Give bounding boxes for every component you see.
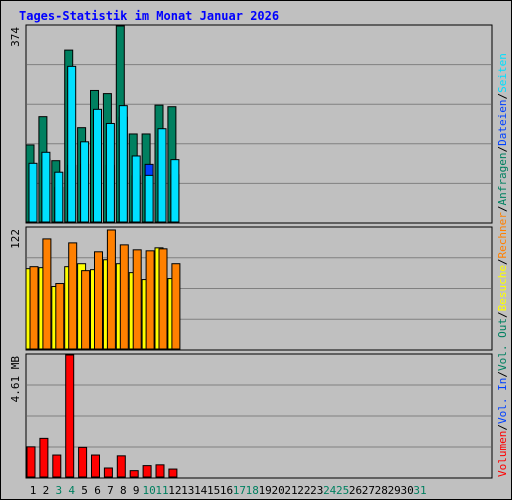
legend-seiten: Seiten (496, 53, 509, 93)
bar-rechner-day-11 (158, 248, 168, 350)
bar-seiten-day-8 (118, 105, 128, 223)
legend-separator: / (496, 371, 509, 378)
bar-volumen-day-4 (65, 354, 75, 478)
chart-title: Tages-Statistik im Monat Januar 2026 (19, 9, 279, 23)
x-label-day-13: 13 (181, 484, 194, 497)
right-legend: Volumen/Vol. In/Vol. Out/Besuche/Rechner… (496, 53, 509, 477)
legend-anfragen: Anfragen (496, 152, 509, 205)
x-label-day-19: 19 (259, 484, 272, 497)
bar-volumen-day-1 (26, 446, 36, 478)
bar-seiten-day-4 (67, 65, 77, 223)
legend-vol-out: Vol. Out (496, 318, 509, 371)
legend-separator: / (496, 93, 509, 100)
bar-seiten-day-7 (105, 122, 115, 223)
bar-volumen-day-5 (78, 446, 88, 478)
bar-volumen-day-12 (168, 468, 178, 478)
x-label-day-31: 31 (413, 484, 426, 497)
legend-separator: / (496, 311, 509, 318)
bar-volumen-day-6 (91, 454, 100, 478)
bar-seiten-day-6 (93, 108, 102, 223)
bar-rechner-day-3 (55, 283, 65, 350)
bar-volumen-day-2 (39, 437, 49, 478)
bar-rechner-day-10 (145, 250, 155, 350)
x-label-day-21: 21 (284, 484, 297, 497)
bar-seiten-day-5 (80, 141, 90, 223)
y-max-label: 122 (9, 229, 22, 249)
bar-rechner-day-12 (171, 263, 181, 350)
bar-rechner-day-2 (42, 238, 52, 350)
bar-seiten-day-11 (157, 128, 167, 223)
x-label-day-3: 3 (55, 484, 62, 497)
bar-seiten-day-3 (54, 171, 64, 223)
legend-separator: / (496, 205, 509, 212)
bar-rechner-day-4 (68, 242, 78, 350)
bar-rechner-day-6 (94, 251, 103, 350)
x-label-day-4: 4 (68, 484, 75, 497)
bar-volumen-day-9 (129, 470, 139, 478)
legend-vol-in: Vol. In (496, 378, 509, 424)
x-label-day-12: 12 (168, 484, 181, 497)
legend-separator: / (496, 424, 509, 431)
bar-volumen-day-7 (103, 467, 113, 478)
bar-rechner-day-9 (132, 249, 142, 350)
legend-besuche: Besuche (496, 265, 509, 311)
y-max-label: 374 (9, 27, 22, 47)
x-label-day-20: 20 (271, 484, 284, 497)
x-label-day-25: 25 (336, 484, 349, 497)
bar-seiten-day-9 (131, 155, 141, 223)
x-label-day-1: 1 (30, 484, 37, 497)
x-label-day-27: 27 (362, 484, 375, 497)
bar-volumen-day-8 (116, 455, 126, 478)
x-label-day-22: 22 (297, 484, 310, 497)
x-label-day-30: 30 (400, 484, 413, 497)
bar-seiten-day-10 (144, 174, 154, 223)
x-label-day-24: 24 (323, 484, 337, 497)
chart-panel-2: 122 (9, 226, 493, 351)
x-label-day-15: 15 (207, 484, 220, 497)
x-label-day-18: 18 (246, 484, 259, 497)
bar-rechner-day-7 (106, 229, 116, 350)
x-label-day-2: 2 (43, 484, 50, 497)
chart-panel-3: 4.61 MB (9, 353, 493, 479)
legend-rechner: Rechner (496, 212, 509, 259)
x-label-day-9: 9 (133, 484, 140, 497)
x-label-day-26: 26 (349, 484, 362, 497)
x-label-day-14: 14 (194, 484, 208, 497)
x-label-day-6: 6 (94, 484, 101, 497)
bar-volumen-day-10 (142, 465, 152, 478)
legend-separator: / (496, 258, 509, 265)
bar-seiten-day-1 (28, 162, 38, 223)
x-label-day-5: 5 (81, 484, 88, 497)
x-label-day-7: 7 (107, 484, 114, 497)
bar-volumen-day-3 (52, 454, 62, 478)
x-label-day-16: 16 (220, 484, 233, 497)
bar-rechner-day-5 (81, 270, 91, 350)
x-label-day-11: 11 (155, 484, 168, 497)
bar-volumen-day-11 (155, 464, 165, 478)
bar-rechner-day-8 (119, 244, 129, 350)
y-max-label: 4.61 MB (9, 356, 22, 403)
chart-panel-1: 374 (9, 24, 493, 224)
bar-seiten-day-2 (41, 151, 51, 223)
legend-dateien: Dateien (496, 99, 509, 145)
x-label-day-17: 17 (233, 484, 246, 497)
x-label-day-28: 28 (375, 484, 388, 497)
x-label-day-10: 10 (142, 484, 155, 497)
legend-separator: / (496, 146, 509, 153)
x-label-day-29: 29 (388, 484, 401, 497)
legend-volumen: Volumen (496, 431, 509, 477)
bar-seiten-day-12 (170, 159, 180, 223)
bar-rechner-day-1 (29, 266, 39, 350)
x-label-day-23: 23 (310, 484, 323, 497)
x-label-day-8: 8 (120, 484, 127, 497)
